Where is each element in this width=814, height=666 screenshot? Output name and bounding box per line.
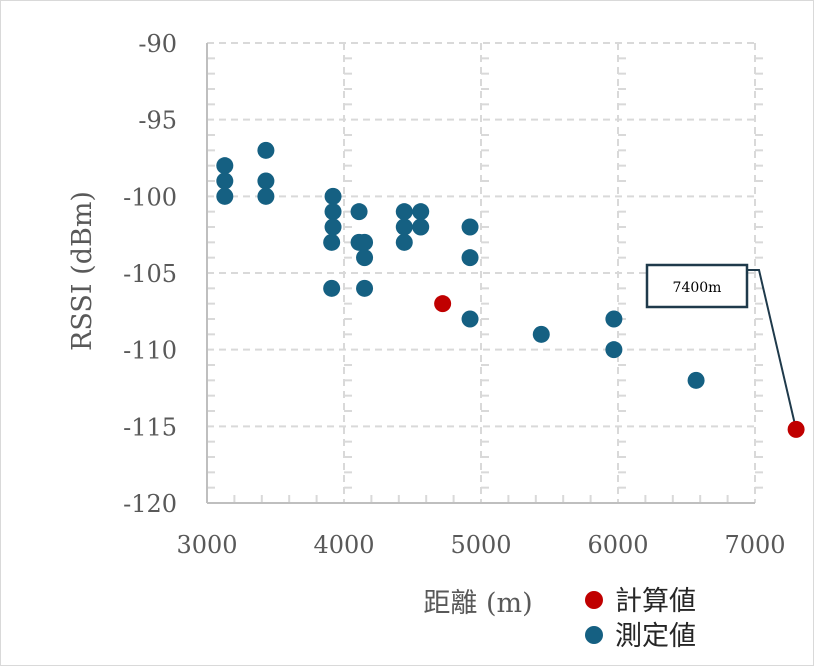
measured-point xyxy=(687,371,705,389)
measured-point xyxy=(395,233,413,251)
measured-point xyxy=(257,187,275,205)
measured-point xyxy=(324,218,342,236)
measured-point xyxy=(350,203,368,221)
measured-point xyxy=(412,203,430,221)
legend-label-measured: 測定値 xyxy=(615,621,696,652)
x-axis-title: 距離 (m) xyxy=(423,588,532,619)
measured-point xyxy=(323,279,341,297)
callout-leader-line xyxy=(747,269,798,430)
callout: 7400m xyxy=(645,263,798,430)
measured-point xyxy=(216,187,234,205)
x-tick-label: 5000 xyxy=(450,531,511,559)
y-tick-label: -110 xyxy=(123,337,177,365)
measured-point xyxy=(257,172,275,190)
x-tick-label: 3000 xyxy=(176,531,237,559)
legend: 計算値 測定値 xyxy=(585,586,696,652)
measured-point xyxy=(356,279,374,297)
measured-point xyxy=(395,218,413,236)
legend-marker-measured xyxy=(585,626,603,644)
measured-point xyxy=(356,249,374,267)
y-tick-label: -100 xyxy=(123,183,177,211)
measured-point xyxy=(324,203,342,221)
x-tick-label: 7000 xyxy=(724,531,785,559)
measured-point xyxy=(461,310,479,328)
measured-point xyxy=(605,341,623,359)
measured-point xyxy=(412,218,430,236)
measured-point xyxy=(605,310,623,328)
axes xyxy=(206,43,755,504)
measured-point xyxy=(461,249,479,267)
calculated-point xyxy=(787,420,805,438)
y-tick-label: -95 xyxy=(138,107,177,135)
y-axis-title: RSSI (dBm) xyxy=(67,191,98,351)
measured-point xyxy=(216,172,234,190)
measured-point xyxy=(323,233,341,251)
calculated-point xyxy=(434,295,452,313)
measured-point xyxy=(395,203,413,221)
measured-point xyxy=(324,187,342,205)
legend-label-calculated: 計算値 xyxy=(615,586,696,617)
tick-labels: 3000 4000 5000 6000 7000 -90 -95 -100 -105 -110 -1… xyxy=(123,30,785,559)
measured-point xyxy=(216,157,234,175)
x-tick-label: 6000 xyxy=(587,531,648,559)
measured-point xyxy=(257,141,275,159)
callout-box xyxy=(645,263,749,309)
data-points xyxy=(216,141,805,438)
callout-label: 7400m xyxy=(673,280,722,296)
legend-marker-calculated xyxy=(585,591,603,609)
y-tick-label: -105 xyxy=(123,260,177,288)
minor-ticks xyxy=(207,57,763,503)
y-tick-label: -115 xyxy=(123,413,177,441)
y-tick-label: -90 xyxy=(138,30,177,58)
measured-point xyxy=(532,325,550,343)
x-tick-label: 4000 xyxy=(313,531,374,559)
measured-point xyxy=(461,218,479,236)
measured-point xyxy=(356,233,374,251)
y-tick-label: -120 xyxy=(123,490,177,518)
